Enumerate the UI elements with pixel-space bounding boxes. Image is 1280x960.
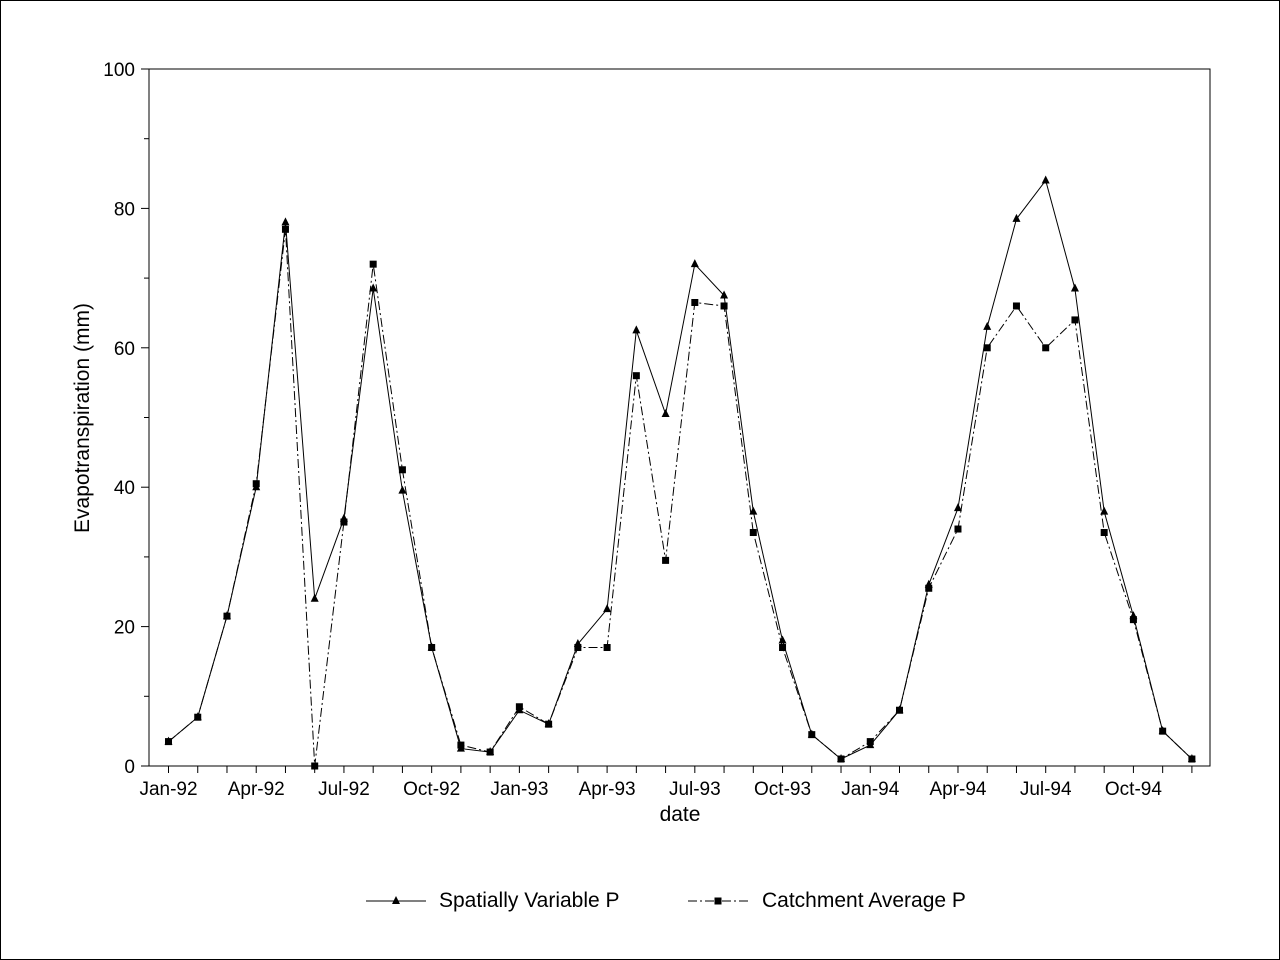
x-tick-label: Oct-93 [754,779,811,800]
point-spatially-variable [1041,175,1050,184]
x-tick-label: Apr-93 [579,779,636,800]
point-catchment-average [165,738,172,746]
legend-label-spatially-variable: Spatially Variable P [439,889,620,912]
x-tick-label: Jul-93 [669,779,721,800]
point-spatially-variable [778,635,787,644]
point-catchment-average [925,584,933,592]
point-catchment-average [1012,302,1020,310]
point-catchment-average [457,741,465,749]
point-catchment-average [1071,316,1079,324]
point-catchment-average [1129,616,1137,624]
point-catchment-average [486,748,494,756]
point-catchment-average [837,755,845,763]
point-catchment-average [808,731,816,739]
point-spatially-variable [632,325,641,334]
point-spatially-variable [310,593,319,602]
point-catchment-average [281,225,289,233]
point-catchment-average [1042,344,1050,352]
point-catchment-average [311,762,319,770]
point-spatially-variable [1100,506,1109,515]
point-spatially-variable [690,259,699,268]
legend-label-catchment-average: Catchment Average P [762,889,966,912]
x-tick-label: Jan-93 [490,779,548,800]
point-catchment-average [720,302,728,310]
point-catchment-average [896,706,903,714]
series-line-catchment-average [168,229,1193,767]
point-spatially-variable [281,217,290,226]
x-tick-label: Oct-94 [1105,779,1162,800]
plot-area [148,68,1211,767]
point-catchment-average [779,644,787,652]
point-catchment-average [983,344,991,352]
point-catchment-average [603,644,611,652]
x-tick-label: Jul-94 [1020,779,1072,800]
point-spatially-variable [953,503,962,512]
x-axis: Jan-92 Apr-92 Jul-92 Oct-92 Jan-93 Apr-93 Jul-… [139,766,1193,800]
point-catchment-average [1100,529,1108,537]
point-catchment-average [369,260,377,268]
point-catchment-average [691,298,699,306]
series-markers [164,175,1196,770]
point-catchment-average [662,556,670,564]
legend-triangle-marker [392,896,400,904]
y-tick-label: 60 [114,339,135,360]
x-tick-label: Oct-92 [403,779,460,800]
point-catchment-average [574,644,582,652]
point-spatially-variable [983,321,992,330]
point-catchment-average [1159,727,1167,735]
point-catchment-average [866,738,874,746]
series-lines [168,179,1193,767]
x-tick-label: Jul-92 [318,779,370,800]
point-catchment-average [398,466,406,474]
y-tick-label: 100 [103,60,135,81]
point-catchment-average [428,644,436,652]
point-spatially-variable [603,604,612,613]
point-spatially-variable [1012,213,1021,222]
y-tick-label: 20 [114,618,135,639]
y-tick-label: 80 [114,199,135,220]
y-axis: 0 20 40 60 80 100 [103,60,149,778]
point-spatially-variable [749,506,758,515]
point-catchment-average [252,480,260,488]
point-spatially-variable [369,283,378,292]
point-catchment-average [194,713,202,721]
y-axis-label: Evapotranspiration (mm) [71,303,94,533]
point-catchment-average [340,518,348,526]
y-tick-label: 40 [114,478,135,499]
point-catchment-average [545,720,553,728]
point-catchment-average [632,372,640,380]
point-spatially-variable [720,290,729,299]
series-line-spatially-variable [168,179,1193,760]
point-catchment-average [1188,755,1196,763]
point-spatially-variable [661,409,670,418]
point-spatially-variable [1070,283,1079,292]
legend: Spatially Variable P Catchment Average P [366,889,966,912]
point-catchment-average [749,529,757,537]
y-tick-label: 0 [124,757,135,778]
x-axis-label: date [660,803,701,826]
x-tick-label: Apr-94 [929,779,986,800]
point-spatially-variable [398,485,407,494]
legend-square-marker [714,897,722,905]
point-catchment-average [223,612,231,620]
point-catchment-average [515,703,523,711]
x-tick-label: Apr-92 [228,779,285,800]
x-tick-label: Jan-92 [139,779,197,800]
point-catchment-average [954,525,962,533]
x-tick-label: Jan-94 [841,779,900,800]
